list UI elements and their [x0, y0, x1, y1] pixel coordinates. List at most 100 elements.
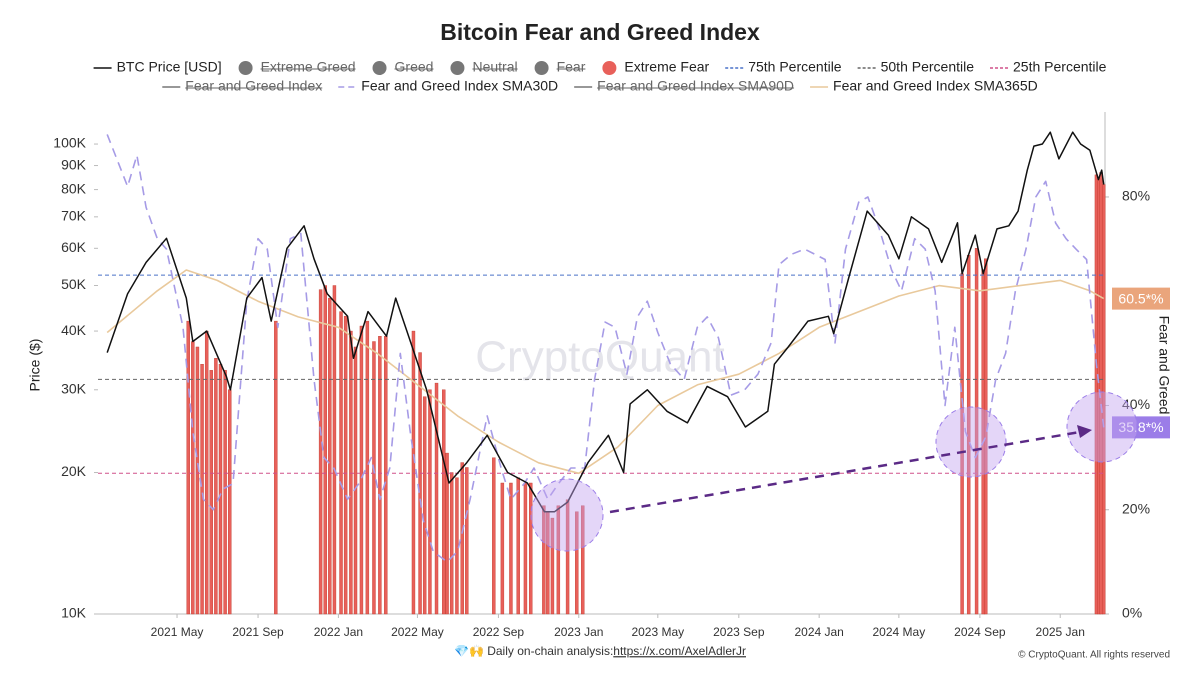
footer: 💎🙌 Daily on-chain analysis:: [454, 644, 613, 658]
x-tick-label: 2023 Jan: [554, 625, 603, 639]
extreme-fear-bar: [274, 320, 278, 615]
y-tick-label: 50K: [61, 276, 87, 292]
legend-label: Fear and Greed Index SMA90D: [597, 78, 794, 94]
extreme-fear-bar: [974, 248, 979, 615]
extreme-fear-bar: [228, 389, 232, 615]
y-tick-label: 10K: [61, 605, 87, 621]
legend-marker: [238, 61, 253, 75]
x-tick-label: 2023 Sep: [713, 625, 765, 639]
legend-label: 25th Percentile: [1013, 59, 1107, 75]
x-tick-label: 2023 May: [631, 625, 684, 639]
extreme-fear-bar: [353, 346, 358, 615]
legend-label: Fear: [557, 59, 586, 75]
extreme-fear-bar: [434, 382, 439, 615]
annotation-layer: [530, 391, 1138, 552]
extreme-fear-bar: [465, 467, 469, 615]
extreme-fear-bar: [460, 462, 464, 615]
watermark: CryptoQuant: [475, 333, 724, 382]
x-tick-label: 2021 Sep: [232, 625, 284, 639]
x-tick-label: 2022 Sep: [473, 625, 525, 639]
x-tick-label: 2024 May: [873, 625, 926, 639]
legend-label: Fear and Greed Index SMA365D: [833, 78, 1038, 94]
legend-label: 50th Percentile: [881, 59, 975, 75]
extreme-fear-bar: [492, 457, 496, 615]
extreme-fear-bar: [565, 499, 570, 615]
y-tick-label: 100K: [53, 135, 86, 151]
extreme-fear-bar: [186, 320, 190, 615]
legend-label: Extreme Greed: [261, 59, 356, 75]
extreme-fear-bar: [523, 482, 528, 615]
extreme-fear-bar: [445, 452, 449, 615]
x-tick-label: 2022 May: [391, 625, 444, 639]
extreme-fear-bar: [428, 389, 432, 615]
series-line: [106, 131, 1105, 513]
extreme-fear-bar: [556, 505, 561, 615]
extreme-fear-bar: [349, 330, 353, 615]
legend-label: 75th Percentile: [748, 59, 842, 75]
legend-row: BTC Price [USD] Extreme Greed Greed Neutral…: [93, 59, 1107, 75]
extreme-fear-bar: [339, 311, 343, 615]
extreme-fear-bar: [529, 482, 533, 615]
y2-tick-label: 80%: [1122, 188, 1150, 204]
legend-marker: [602, 61, 617, 75]
legend-label: Greed: [395, 59, 434, 75]
y2-axis-title: Fear and Greed: [1156, 316, 1172, 415]
footer-link[interactable]: https://x.com/AxelAdlerJr: [613, 644, 746, 658]
value-badge: [1112, 416, 1170, 439]
x-tick-label: 2022 Jan: [314, 625, 363, 639]
y-axis-title: Price ($): [27, 339, 43, 392]
legend-marker: [372, 61, 387, 75]
extreme-fear-bar: [442, 389, 446, 615]
y-tick-label: 90K: [61, 156, 87, 172]
extreme-fear-bar: [209, 370, 213, 615]
extreme-fear-bar: [509, 482, 513, 615]
extreme-fear-bar: [200, 364, 204, 615]
value-badge-label: 60.5*%: [1118, 290, 1163, 306]
extreme-fear-bar: [372, 341, 376, 615]
legend-label: Fear and Greed Index: [185, 78, 322, 94]
x-tick-label: 2025 Jan: [1036, 625, 1085, 639]
y-tick-label: 40K: [61, 322, 87, 338]
extreme-fear-bar: [218, 364, 223, 615]
highlight-circle: [935, 406, 1007, 478]
highlight-circle: [530, 478, 604, 552]
extreme-fear-bar: [550, 517, 555, 615]
legend-row: Fear and Greed Index Fear and Greed Index…: [162, 78, 1038, 94]
extreme-fear-bar: [318, 289, 323, 615]
legend-label: Extreme Fear: [624, 59, 709, 75]
extreme-fear-bar: [455, 477, 459, 615]
extreme-fear-bar: [581, 505, 585, 615]
extreme-fear-bar: [214, 358, 218, 615]
legend-label: BTC Price [USD]: [117, 59, 222, 75]
value-badge: [1112, 287, 1170, 310]
extreme-fear-bar: [984, 258, 988, 615]
arrow-head: [1077, 425, 1092, 438]
y2-tick-label: 0%: [1122, 605, 1142, 621]
extreme-fear-bar: [343, 316, 348, 615]
extreme-fear-bar: [328, 297, 332, 615]
extreme-fear-bar: [575, 511, 579, 615]
extreme-fear-bar: [359, 325, 364, 615]
extreme-fear-bar: [223, 370, 227, 615]
extreme-fear-bar: [516, 477, 520, 615]
value-badge-label: 35.8*%: [1118, 419, 1163, 435]
extreme-fear-bar: [332, 285, 337, 615]
plot-area: 10K 20K 30K 40K 50K 60K 70K 80K 90K 100K 0% 20% 40% 8…: [53, 112, 1170, 639]
extreme-fear-bar: [191, 341, 195, 615]
extreme-fear-bar: [411, 330, 416, 615]
x-tick-label: 2024 Jan: [794, 625, 843, 639]
y-tick-label: 30K: [61, 380, 87, 396]
extreme-fear-bar: [422, 396, 427, 615]
series-line: [106, 269, 1105, 475]
extreme-fear-bar: [365, 320, 370, 615]
y2-tick-label: 40%: [1122, 396, 1150, 412]
extreme-fear-bar: [500, 482, 505, 615]
legend-marker: [450, 61, 465, 75]
chart-title: Bitcoin Fear and Greed Index: [440, 19, 760, 45]
extreme-fear-bar: [449, 472, 454, 615]
copyright: © CryptoQuant. All rights reserved: [1018, 650, 1170, 661]
extreme-fear-bar: [1101, 184, 1106, 615]
legend-marker: [534, 61, 549, 75]
